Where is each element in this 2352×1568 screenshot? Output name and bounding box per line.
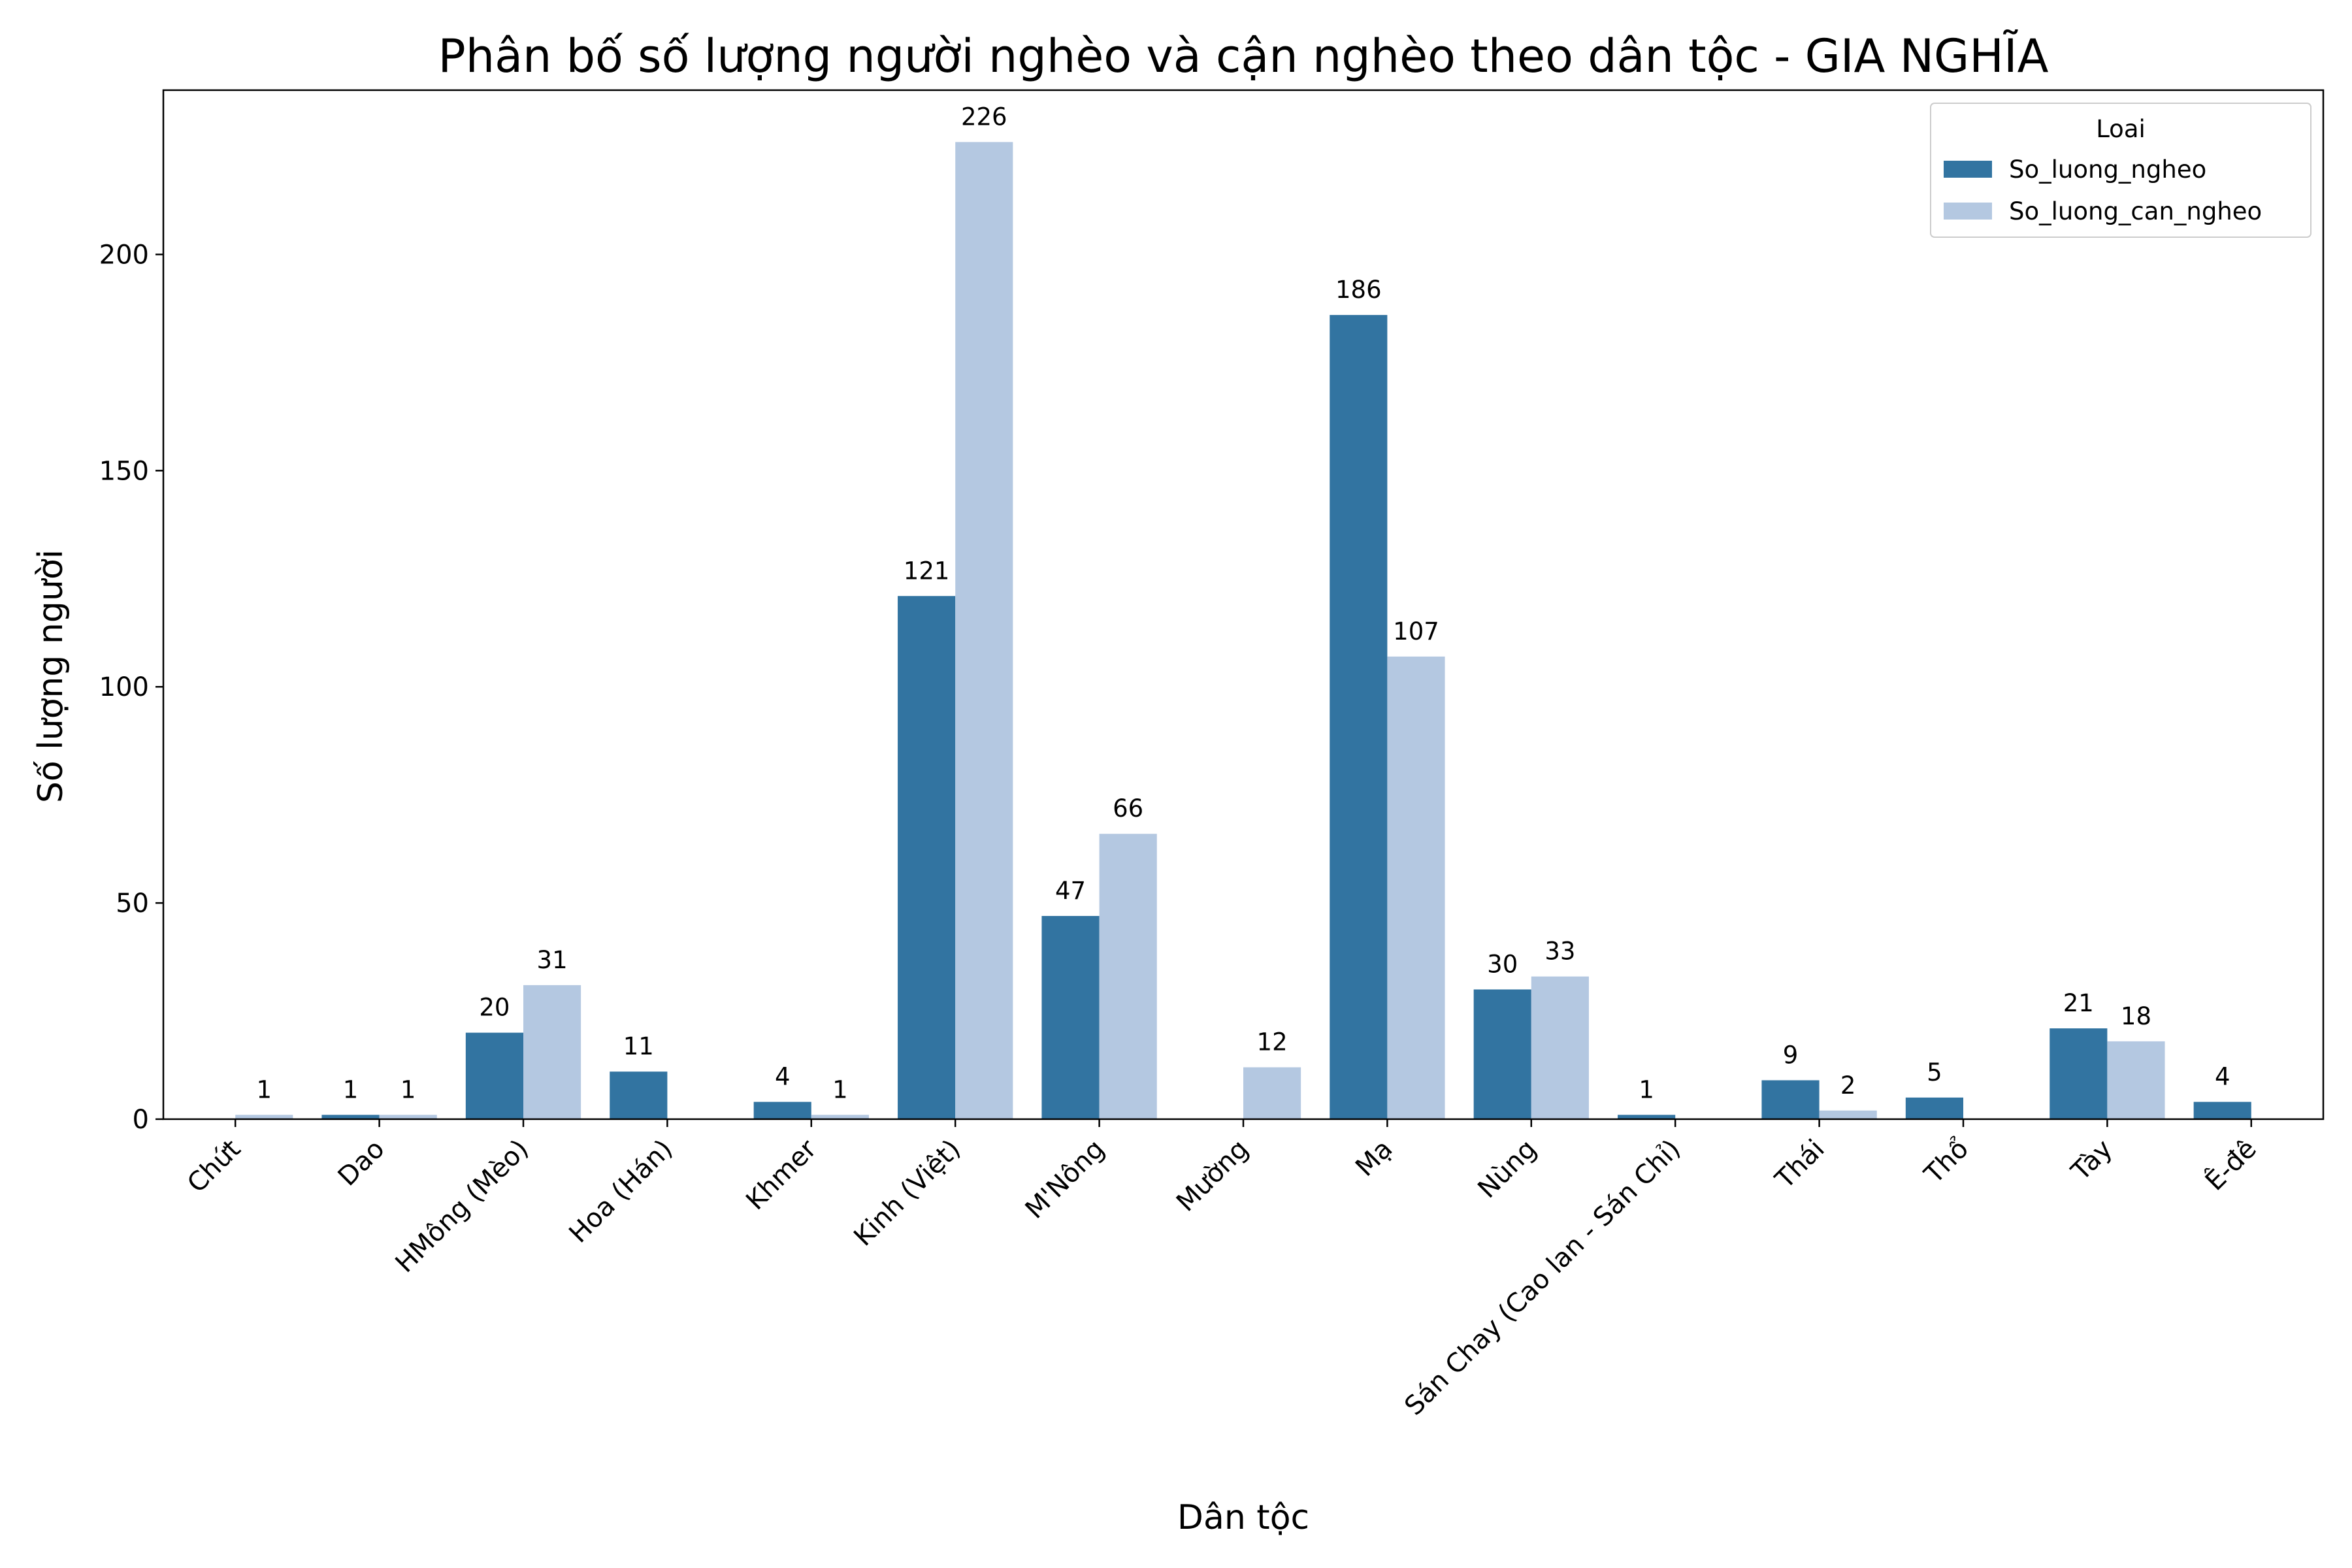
bar-So_luong_ngheo-14: [2193, 1102, 2251, 1119]
y-axis-title: Số lượng người: [31, 549, 71, 803]
x-tick-label-7: Mường: [1171, 1134, 1254, 1218]
data-label-So_luong_ngheo-6: 47: [1055, 877, 1086, 905]
data-label-So_luong_ngheo-9: 30: [1487, 950, 1518, 978]
legend-title: Loai: [2096, 115, 2146, 143]
y-tick-label-4: 200: [99, 240, 149, 270]
x-tick-label-8: Mạ: [1350, 1134, 1398, 1183]
data-label-So_luong_can_ngheo-7: 12: [1257, 1028, 1288, 1056]
plot-frame: [162, 89, 2325, 1120]
legend-swatch-So_luong_ngheo: [1944, 161, 1992, 178]
bar-So_luong_can_ngheo-2: [523, 985, 581, 1119]
legend-swatch-So_luong_can_ngheo: [1944, 203, 1992, 220]
data-label-So_luong_can_ngheo-8: 107: [1393, 617, 1439, 645]
x-tick-label-0: Chứt: [182, 1134, 246, 1199]
bar-So_luong_can_ngheo-13: [2107, 1041, 2165, 1119]
y-tick-label-2: 100: [99, 672, 149, 702]
bar-So_luong_can_ngheo-8: [1387, 656, 1445, 1119]
x-tick-label-4: Khmer: [740, 1134, 823, 1216]
bar-So_luong_ngheo-10: [1618, 1115, 1676, 1119]
bar-So_luong_ngheo-8: [1330, 315, 1388, 1119]
bar-So_luong_can_ngheo-9: [1531, 976, 1589, 1119]
y-tick-label-0: 0: [133, 1105, 149, 1135]
data-label-So_luong_ngheo-8: 186: [1335, 276, 1382, 304]
bar-So_luong_can_ngheo-7: [1243, 1067, 1301, 1119]
data-label-So_luong_ngheo-11: 9: [1783, 1041, 1799, 1069]
bar-So_luong_ngheo-13: [2050, 1028, 2108, 1119]
x-tick-label-2: HMông (Mèo): [390, 1134, 535, 1279]
bar-So_luong_ngheo-5: [898, 596, 956, 1119]
data-label-So_luong_can_ngheo-13: 18: [2121, 1002, 2151, 1030]
bar-So_luong_ngheo-4: [753, 1102, 811, 1119]
x-axis-title: Dân tộc: [1177, 1498, 1309, 1537]
bar-So_luong_ngheo-9: [1473, 989, 1531, 1119]
data-label-So_luong_ngheo-12: 5: [1927, 1058, 1942, 1086]
data-label-So_luong_ngheo-3: 11: [623, 1032, 654, 1060]
data-label-So_luong_ngheo-5: 121: [904, 557, 950, 585]
x-tick-label-3: Hoa (Hán): [563, 1134, 678, 1249]
data-label-So_luong_can_ngheo-4: 1: [832, 1075, 848, 1103]
x-tick-label-6: M'Nông: [1020, 1134, 1111, 1225]
x-tick-label-14: Ê-đê: [2198, 1133, 2262, 1196]
legend-box: [1930, 103, 2311, 238]
bar-So_luong_can_ngheo-0: [235, 1115, 293, 1119]
data-label-So_luong_can_ngheo-2: 31: [537, 946, 568, 974]
axes-layer: [162, 89, 2325, 1120]
data-label-So_luong_can_ngheo-9: 33: [1544, 938, 1575, 966]
bars-layer: [235, 142, 2251, 1120]
data-label-So_luong_can_ngheo-5: 226: [961, 103, 1007, 131]
bar-So_luong_can_ngheo-5: [955, 142, 1013, 1120]
legend-label-So_luong_can_ngheo: So_luong_can_ngheo: [2009, 197, 2262, 225]
x-tick-label-1: Dao: [333, 1134, 391, 1192]
x-tick-label-12: Thổ: [1918, 1134, 1974, 1190]
bar-So_luong_ngheo-1: [321, 1115, 380, 1119]
data-label-So_luong_ngheo-1: 1: [343, 1075, 359, 1103]
data-label-So_luong_ngheo-13: 21: [2063, 989, 2094, 1017]
x-tick-label-5: Kinh (Việt): [848, 1134, 966, 1252]
bar-So_luong_can_ngheo-6: [1099, 834, 1157, 1119]
x-tick-label-11: Thái: [1769, 1134, 1831, 1196]
bar-So_luong_can_ngheo-11: [1819, 1110, 1877, 1119]
data-label-So_luong_ngheo-14: 4: [2215, 1063, 2230, 1091]
bar-So_luong_can_ngheo-4: [811, 1115, 869, 1119]
data-label-So_luong_ngheo-4: 4: [775, 1063, 791, 1091]
bar-So_luong_ngheo-11: [1761, 1080, 1820, 1119]
bar-So_luong_can_ngheo-1: [379, 1115, 437, 1119]
legend-label-So_luong_ngheo: So_luong_ngheo: [2009, 155, 2206, 184]
data-label-So_luong_can_ngheo-11: 2: [1840, 1071, 1856, 1100]
legend: Loai So_luong_ngheo So_luong_can_ngheo: [1930, 103, 2311, 238]
y-tick-label-1: 50: [116, 889, 149, 919]
data-label-So_luong_can_ngheo-6: 66: [1113, 794, 1143, 823]
x-tick-label-9: Nùng: [1472, 1134, 1542, 1204]
x-tick-label-10: Sán Chay (Cao lan - Sán Chỉ): [1399, 1134, 1686, 1422]
bar-So_luong_ngheo-2: [465, 1032, 523, 1119]
chart-title: Phân bố số lượng người nghèo và cận nghè…: [438, 29, 2049, 83]
data-label-So_luong_ngheo-10: 1: [1639, 1075, 1654, 1103]
x-tick-label-13: Tày: [2065, 1134, 2118, 1187]
bar-So_luong_ngheo-6: [1041, 915, 1100, 1119]
data-label-So_luong_ngheo-2: 20: [479, 994, 510, 1022]
y-tick-label-3: 150: [99, 456, 149, 486]
data-label-So_luong_can_ngheo-1: 1: [400, 1075, 416, 1103]
data-label-So_luong_can_ngheo-0: 1: [257, 1075, 272, 1103]
bar-So_luong_ngheo-12: [1905, 1097, 1963, 1119]
bar-So_luong_ngheo-3: [610, 1071, 668, 1119]
